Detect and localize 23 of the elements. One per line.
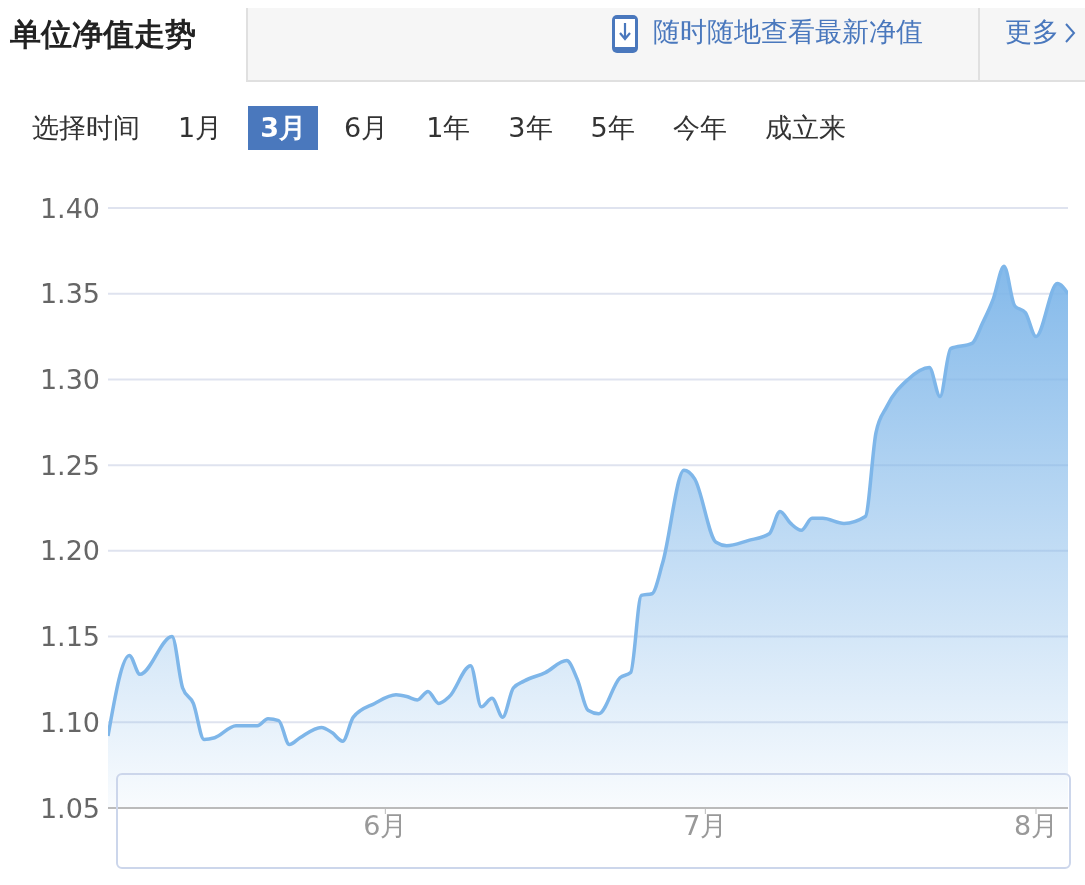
y-tick-label: 1.25 (39, 449, 100, 481)
text: 选择时间 (32, 111, 140, 145)
y-tick-label: 1.35 (39, 278, 100, 310)
text: 今年 (671, 111, 728, 145)
text: 1月 (177, 111, 224, 145)
text: 3月 (248, 106, 318, 150)
x-tick-label: 8月 (1013, 810, 1059, 842)
text: 3年 (507, 111, 554, 145)
chart-title: 单位净值走势 (9, 15, 197, 54)
x-tick-label: 7月 (683, 810, 728, 842)
y-tick-label: 1.40 (39, 192, 100, 224)
y-tick-label: 1.10 (39, 706, 100, 738)
text: 5年 (589, 111, 636, 145)
text: 成立来 (763, 111, 847, 145)
text: 随时随地查看最新净值 (653, 15, 923, 49)
y-tick-label: 1.20 (39, 535, 100, 567)
text: 更多 (1005, 15, 1059, 49)
text: 1年 (425, 111, 472, 145)
y-tick-label: 1.30 (39, 364, 100, 396)
y-tick-label: 1.15 (39, 621, 100, 653)
x-tick-label: 6月 (363, 810, 408, 842)
y-tick-label: 1.05 (39, 792, 100, 824)
text: 6月 (343, 111, 390, 145)
